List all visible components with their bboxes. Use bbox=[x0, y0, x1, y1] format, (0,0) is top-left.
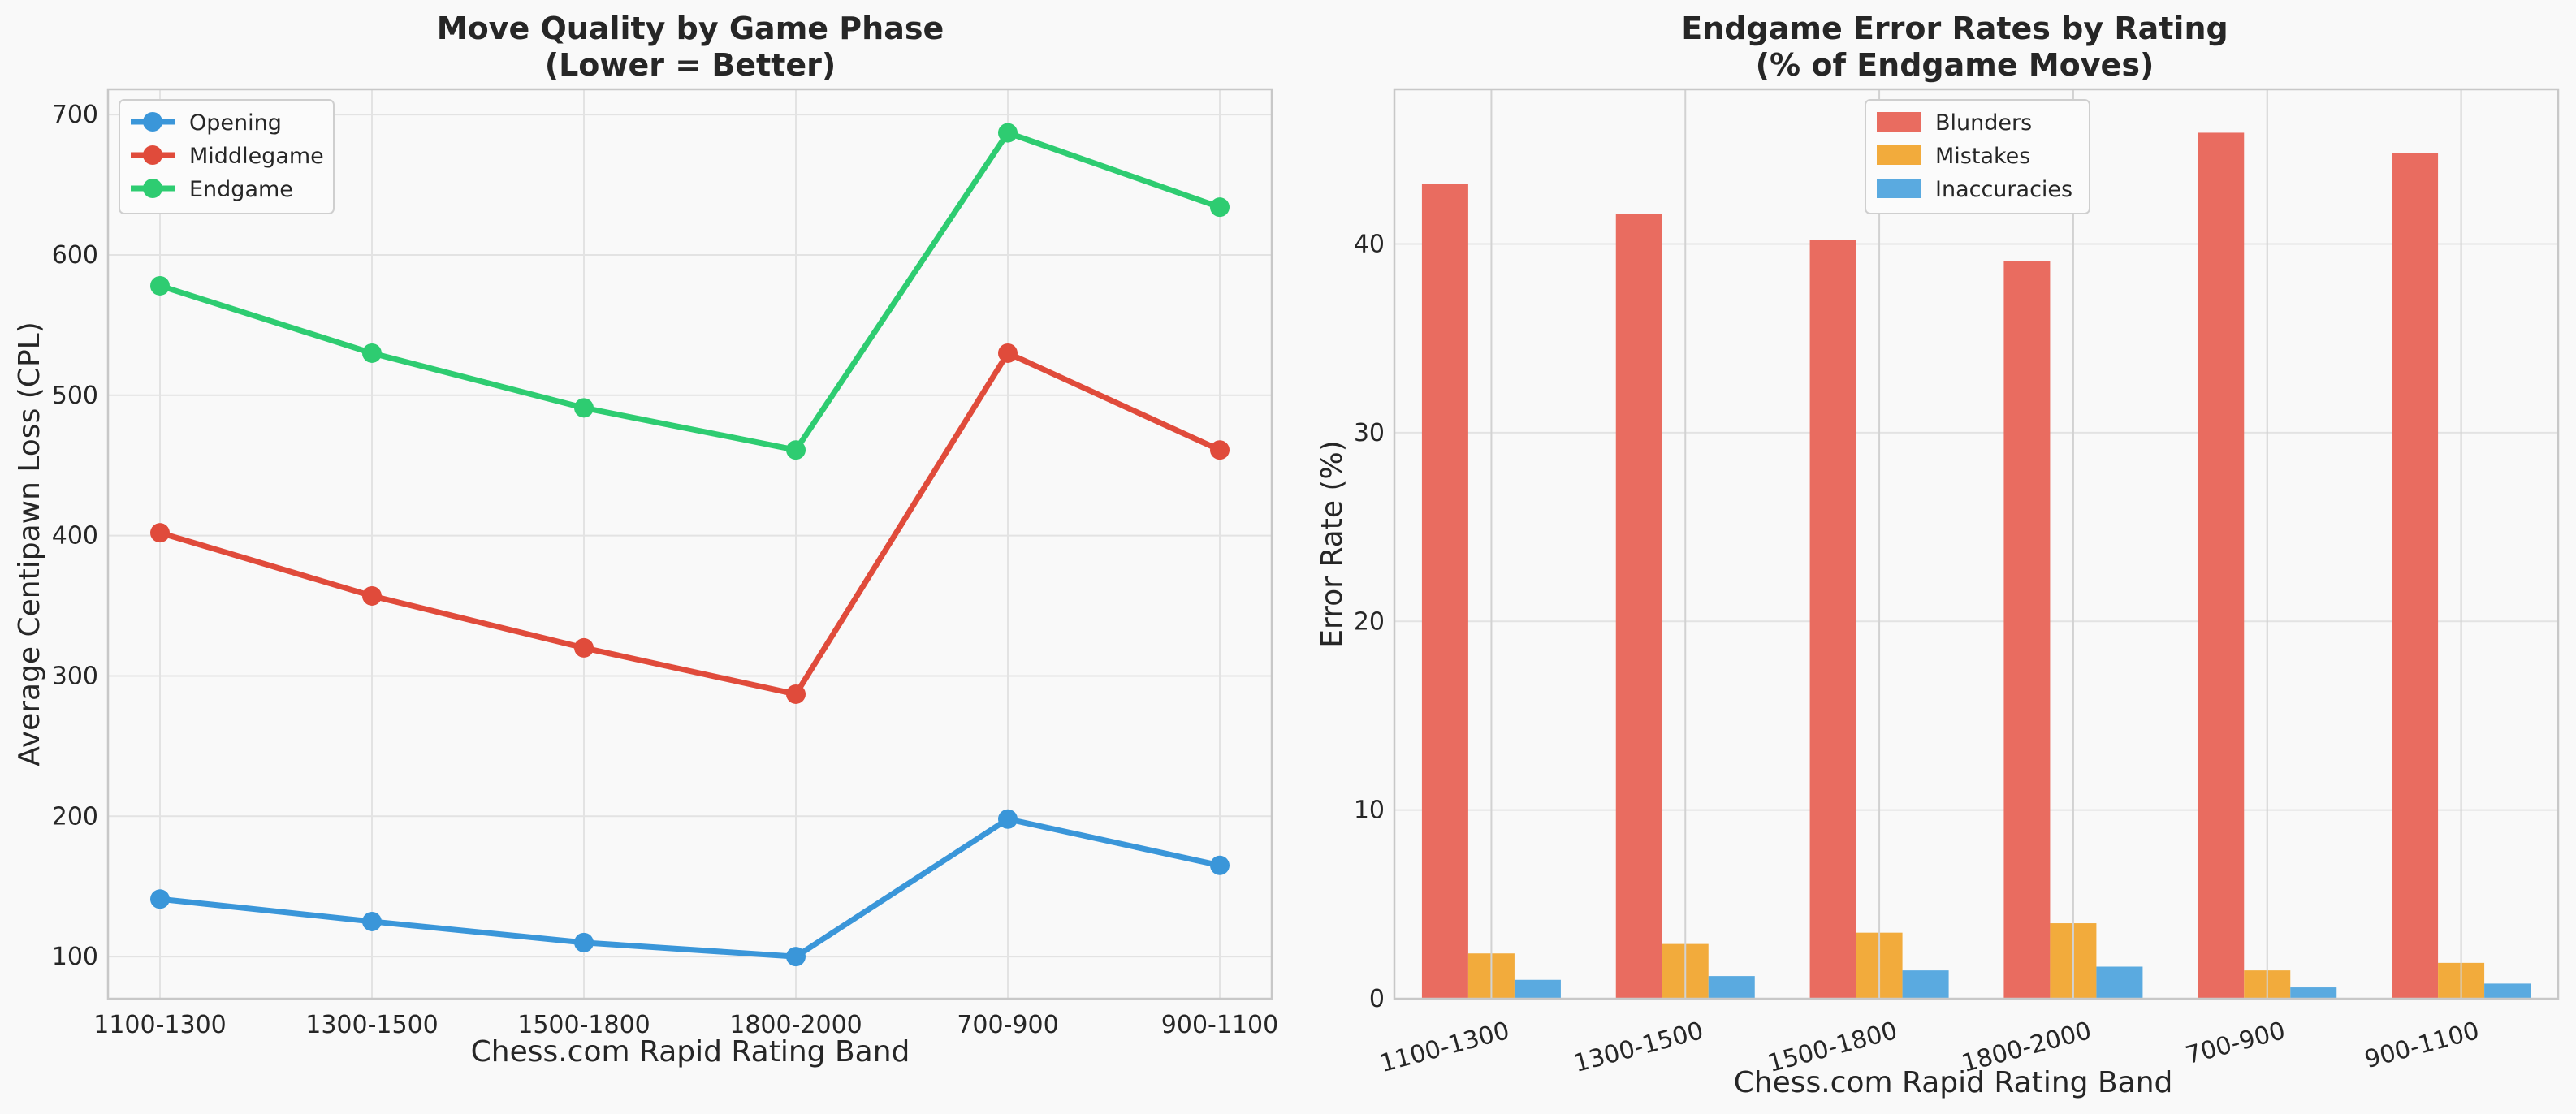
line-chart-series bbox=[150, 123, 1230, 967]
bar-chart-x-axis-label: Chess.com Rapid Rating Band bbox=[1734, 1066, 2173, 1099]
line-chart-x-axis-label: Chess.com Rapid Rating Band bbox=[471, 1035, 910, 1069]
line-chart-y-tick-label: 300 bbox=[52, 662, 98, 690]
bar-blunders-700-900 bbox=[2198, 132, 2245, 1000]
bar-chart-y-tick-label: 20 bbox=[1354, 607, 1385, 636]
line-point-opening bbox=[150, 889, 170, 909]
line-point-endgame bbox=[574, 398, 594, 418]
line-chart-x-ticks: 1100-1300 1300-1500 1500-1800 1800-2000 700-… bbox=[93, 1011, 1278, 1039]
bar-inaccuracies-1300-1500 bbox=[1708, 976, 1755, 999]
line-point-middlegame bbox=[362, 585, 382, 606]
line-chart-title-line1: Move Quality by Game Phase bbox=[437, 11, 944, 46]
bar-inaccuracies-1500-1800 bbox=[1902, 970, 1949, 999]
bar-chart-bars bbox=[1421, 89, 2531, 1000]
line-point-endgame bbox=[362, 343, 382, 363]
bar-chart-x-tick-label: 1100-1300 bbox=[1377, 1017, 1512, 1078]
line-point-opening bbox=[786, 947, 806, 967]
legend-marker-middlegame bbox=[143, 145, 162, 165]
bar-chart: Endgame Error Rates by Rating (% of Endg… bbox=[1316, 11, 2560, 1099]
bar-chart-x-tick-label: 900-1100 bbox=[2362, 1017, 2483, 1074]
line-point-middlegame bbox=[998, 343, 1018, 363]
line-chart-y-tick-label: 100 bbox=[52, 943, 98, 971]
bar-inaccuracies-1100-1300 bbox=[1514, 979, 1561, 999]
line-point-opening bbox=[998, 809, 1018, 829]
bar-chart-legend: Blunders Mistakes Inaccuracies bbox=[1865, 99, 2090, 214]
line-point-middlegame bbox=[1210, 440, 1230, 460]
line-point-opening bbox=[1210, 855, 1230, 875]
line-series-opening bbox=[157, 816, 1223, 960]
line-point-endgame bbox=[786, 440, 806, 460]
line-chart-y-tick-label: 600 bbox=[52, 241, 98, 270]
line-point-opening bbox=[574, 932, 594, 952]
legend-swatch-blunders bbox=[1877, 112, 1921, 132]
bar-blunders-1800-2000 bbox=[2003, 261, 2051, 999]
line-chart: Move Quality by Game Phase (Lower = Bett… bbox=[13, 11, 1278, 1069]
bar-blunders-900-1100 bbox=[2392, 153, 2439, 999]
bar-inaccuracies-900-1100 bbox=[2484, 983, 2531, 999]
bar-blunders-1100-1300 bbox=[1421, 184, 1468, 1000]
bar-chart-grid bbox=[1394, 243, 2558, 811]
bar-chart-y-tick-label: 10 bbox=[1354, 797, 1385, 825]
bar-chart-plot-frame bbox=[1393, 88, 2560, 1000]
line-point-middlegame bbox=[150, 523, 170, 543]
line-chart-grid bbox=[108, 89, 1272, 999]
line-point-opening bbox=[362, 911, 382, 931]
legend-label-endgame: Endgame bbox=[189, 177, 293, 202]
line-chart-x-tick-label: 1500-1800 bbox=[517, 1011, 650, 1039]
line-chart-plot-frame bbox=[106, 88, 1273, 1000]
line-point-middlegame bbox=[574, 637, 594, 658]
bar-inaccuracies-1800-2000 bbox=[2096, 966, 2143, 999]
line-chart-x-tick-label: 900-1100 bbox=[1161, 1011, 1278, 1039]
line-point-endgame bbox=[150, 275, 170, 296]
bar-inaccuracies-700-900 bbox=[2290, 987, 2337, 999]
line-chart-y-axis-label: Average Centipawn Loss (CPL) bbox=[13, 322, 46, 766]
legend-label-middlegame: Middlegame bbox=[189, 144, 324, 169]
legend-label-inaccuracies: Inaccuracies bbox=[1935, 177, 2072, 202]
line-chart-y-tick-label: 200 bbox=[52, 802, 98, 831]
line-chart-x-tick-label: 700-900 bbox=[957, 1011, 1058, 1039]
bar-chart-legend-box bbox=[1865, 99, 2090, 214]
line-chart-x-tick-label: 1100-1300 bbox=[93, 1011, 227, 1039]
line-chart-legend: Opening Middlegame Endgame bbox=[119, 99, 335, 214]
line-series-endgame bbox=[157, 130, 1223, 453]
bar-chart-x-tick-label: 1300-1500 bbox=[1571, 1017, 1706, 1078]
line-chart-legend-box bbox=[119, 99, 335, 214]
bar-chart-y-ticks: 0 10 20 30 40 bbox=[1354, 231, 1385, 1013]
line-point-endgame bbox=[998, 123, 1018, 143]
bar-chart-y-tick-label: 30 bbox=[1354, 419, 1385, 447]
bar-chart-x-tick-label: 700-900 bbox=[2183, 1017, 2289, 1070]
line-chart-x-tick-label: 1800-2000 bbox=[729, 1011, 862, 1039]
line-series-middlegame bbox=[157, 350, 1223, 697]
bar-chart-title-line2: (% of Endgame Moves) bbox=[1756, 47, 2155, 83]
line-chart-y-tick-label: 500 bbox=[52, 382, 98, 410]
bar-chart-y-axis-label: Error Rate (%) bbox=[1316, 440, 1349, 647]
bar-chart-title-line1: Endgame Error Rates by Rating bbox=[1681, 11, 2228, 46]
legend-marker-opening bbox=[143, 112, 162, 132]
legend-label-blunders: Blunders bbox=[1935, 110, 2032, 136]
legend-marker-endgame bbox=[143, 179, 162, 198]
legend-swatch-mistakes bbox=[1877, 145, 1921, 165]
legend-label-opening: Opening bbox=[189, 110, 282, 136]
line-chart-title-line2: (Lower = Better) bbox=[545, 47, 836, 83]
line-chart-y-tick-label: 700 bbox=[52, 101, 98, 129]
line-chart-x-tick-label: 1300-1500 bbox=[305, 1011, 439, 1039]
legend-swatch-inaccuracies bbox=[1877, 179, 1921, 198]
bar-chart-y-tick-label: 0 bbox=[1369, 985, 1385, 1013]
bar-chart-y-tick-label: 40 bbox=[1354, 231, 1385, 259]
line-point-middlegame bbox=[786, 684, 806, 704]
bar-blunders-1300-1500 bbox=[1615, 214, 1662, 1000]
line-chart-y-ticks: 100 200 300 400 500 600 700 bbox=[52, 101, 98, 971]
line-chart-y-tick-label: 400 bbox=[52, 522, 98, 551]
line-point-endgame bbox=[1210, 197, 1230, 218]
bar-blunders-1500-1800 bbox=[1809, 240, 1856, 1000]
legend-label-mistakes: Mistakes bbox=[1935, 144, 2030, 169]
